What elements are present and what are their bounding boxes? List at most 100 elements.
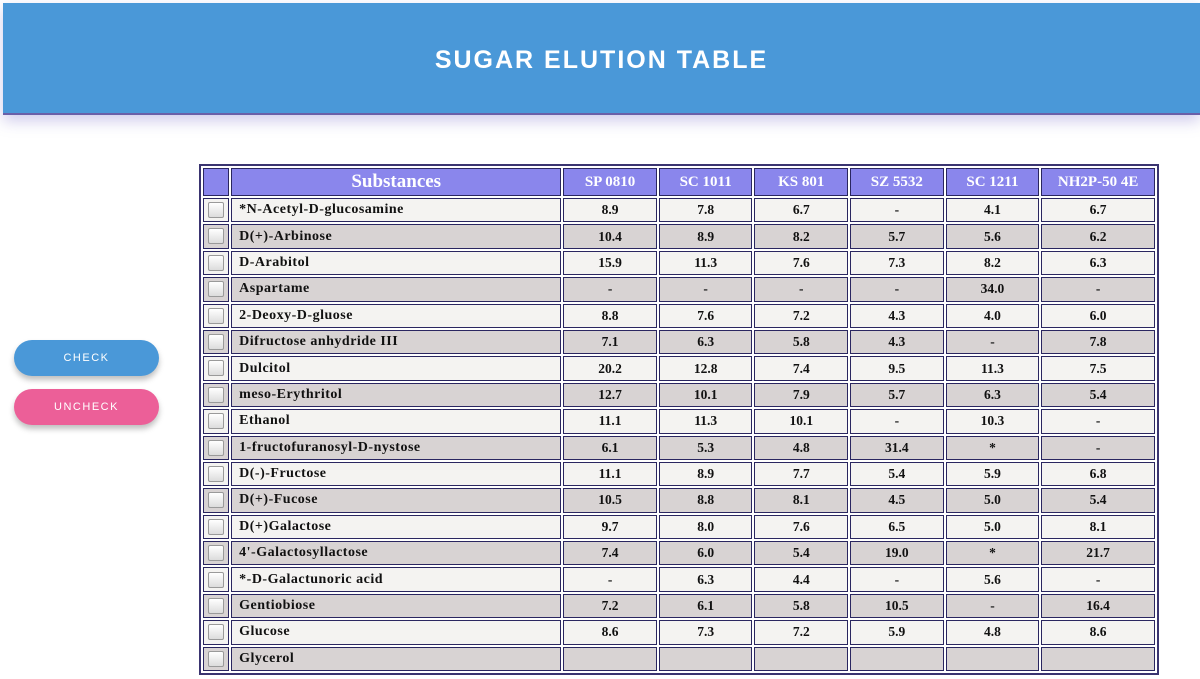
row-checkbox-cell bbox=[203, 329, 230, 355]
elution-value: 11.3 bbox=[658, 409, 753, 434]
elution-value: 4.1 bbox=[945, 198, 1040, 223]
elution-value: 8.8 bbox=[563, 303, 657, 328]
elution-value: - bbox=[1041, 277, 1155, 302]
elution-value: - bbox=[1041, 435, 1155, 460]
row-checkbox[interactable] bbox=[208, 545, 225, 562]
row-checkbox[interactable] bbox=[208, 386, 225, 403]
elution-value: * bbox=[945, 435, 1040, 460]
elution-value: 6.1 bbox=[658, 593, 753, 619]
elution-value: 9.5 bbox=[850, 356, 944, 381]
substance-name: Difructose anhydride III bbox=[231, 329, 562, 355]
elution-value: 7.2 bbox=[754, 303, 849, 328]
row-checkbox[interactable] bbox=[208, 492, 225, 509]
row-checkbox-cell bbox=[203, 409, 230, 434]
table-row: Glycerol bbox=[203, 646, 1155, 672]
row-checkbox-cell bbox=[203, 435, 230, 460]
column-header-nh2p504e: NH2P-50 4E bbox=[1041, 168, 1155, 196]
column-header-sp0810: SP 0810 bbox=[563, 168, 657, 196]
check-all-button[interactable]: CHECK bbox=[14, 340, 159, 376]
row-checkbox[interactable] bbox=[208, 571, 225, 588]
elution-value: 5.0 bbox=[945, 488, 1040, 513]
elution-value: 7.7 bbox=[754, 461, 849, 487]
table-row: 1-fructofuranosyl-D-nystose 6.1 5.3 4.8 31.4… bbox=[203, 435, 1155, 460]
row-checkbox[interactable] bbox=[208, 307, 225, 324]
row-checkbox-cell bbox=[203, 303, 230, 328]
elution-value: 8.9 bbox=[658, 461, 753, 487]
elution-value: 21.7 bbox=[1041, 541, 1155, 566]
row-checkbox-cell bbox=[203, 461, 230, 487]
elution-value: 10.1 bbox=[658, 382, 753, 408]
table-row: D-Arabitol 15.9 11.3 7.6 7.3 8.2 6.3 bbox=[203, 250, 1155, 276]
elution-value: 8.6 bbox=[563, 620, 657, 645]
substance-name: *N-Acetyl-D-glucosamine bbox=[231, 198, 562, 223]
row-checkbox[interactable] bbox=[208, 650, 225, 667]
substance-name: D(+)Galactose bbox=[231, 514, 562, 540]
page-header: SUGAR ELUTION TABLE bbox=[3, 3, 1200, 115]
row-checkbox[interactable] bbox=[208, 360, 225, 377]
elution-value: 10.4 bbox=[563, 224, 657, 249]
elution-value: 5.4 bbox=[1041, 382, 1155, 408]
elution-value: 5.8 bbox=[754, 329, 849, 355]
elution-value: 8.2 bbox=[754, 224, 849, 249]
elution-value: 6.7 bbox=[1041, 198, 1155, 223]
elution-value: - bbox=[945, 593, 1040, 619]
row-checkbox[interactable] bbox=[208, 202, 225, 219]
elution-value bbox=[1041, 646, 1155, 672]
row-checkbox[interactable] bbox=[208, 228, 225, 245]
elution-value: 6.0 bbox=[1041, 303, 1155, 328]
row-checkbox[interactable] bbox=[208, 281, 225, 298]
row-checkbox[interactable] bbox=[208, 439, 225, 456]
elution-value: 34.0 bbox=[945, 277, 1040, 302]
substance-name: 4'-Galactosyllactose bbox=[231, 541, 562, 566]
table-row: Aspartame - - - -34.0- bbox=[203, 277, 1155, 302]
row-checkbox[interactable] bbox=[208, 254, 225, 271]
column-header-sc1011: SC 1011 bbox=[658, 168, 753, 196]
elution-value: - bbox=[850, 198, 944, 223]
elution-value: 10.3 bbox=[945, 409, 1040, 434]
elution-value: 12.8 bbox=[658, 356, 753, 381]
table-row: *-D-Galactunoric acid -6.3 4.4-5.6- bbox=[203, 567, 1155, 592]
row-checkbox[interactable] bbox=[208, 413, 225, 430]
elution-value bbox=[658, 646, 753, 672]
elution-value: 7.4 bbox=[563, 541, 657, 566]
row-checkbox[interactable] bbox=[208, 624, 225, 641]
elution-value: 10.1 bbox=[754, 409, 849, 434]
elution-value: 5.4 bbox=[850, 461, 944, 487]
column-header-substances: Substances bbox=[231, 168, 562, 196]
elution-value: 16.4 bbox=[1041, 593, 1155, 619]
elution-value: 5.4 bbox=[754, 541, 849, 566]
row-checkbox[interactable] bbox=[208, 334, 225, 351]
row-checkbox-cell bbox=[203, 382, 230, 408]
row-checkbox[interactable] bbox=[208, 466, 225, 482]
elution-value: - bbox=[754, 277, 849, 302]
checkbox-column-header bbox=[203, 168, 230, 196]
substance-name: Glucose bbox=[231, 620, 562, 645]
table-row: D(-)-Fructose 11.1 8.9 7.7 5.4 5.9 6.8 bbox=[203, 461, 1155, 487]
table-row: Difructose anhydride III 7.1 6.3 5.8 4.3-7.8 bbox=[203, 329, 1155, 355]
row-checkbox[interactable] bbox=[208, 597, 225, 614]
elution-value: 6.2 bbox=[1041, 224, 1155, 249]
row-checkbox-cell bbox=[203, 514, 230, 540]
row-checkbox[interactable] bbox=[208, 518, 225, 535]
elution-value: - bbox=[1041, 409, 1155, 434]
elution-value: 11.3 bbox=[658, 250, 753, 276]
column-header-sc1211: SC 1211 bbox=[945, 168, 1040, 196]
table-row: D(+)-Fucose 10.5 8.8 8.1 4.5 5.0 5.4 bbox=[203, 488, 1155, 513]
elution-value: 7.5 bbox=[1041, 356, 1155, 381]
elution-value: 7.8 bbox=[1041, 329, 1155, 355]
elution-value: 5.7 bbox=[850, 382, 944, 408]
elution-value: 4.3 bbox=[850, 329, 944, 355]
row-checkbox-cell bbox=[203, 198, 230, 223]
elution-value bbox=[945, 646, 1040, 672]
elution-value: 7.2 bbox=[754, 620, 849, 645]
row-checkbox-cell bbox=[203, 488, 230, 513]
row-checkbox-cell bbox=[203, 567, 230, 592]
elution-value: 6.1 bbox=[563, 435, 657, 460]
elution-value: 7.6 bbox=[754, 250, 849, 276]
elution-value: 10.5 bbox=[850, 593, 944, 619]
elution-value bbox=[754, 646, 849, 672]
elution-value: 7.3 bbox=[658, 620, 753, 645]
uncheck-all-button[interactable]: UNCHECK bbox=[14, 389, 159, 425]
elution-value: 4.0 bbox=[945, 303, 1040, 328]
elution-value: 5.0 bbox=[945, 514, 1040, 540]
